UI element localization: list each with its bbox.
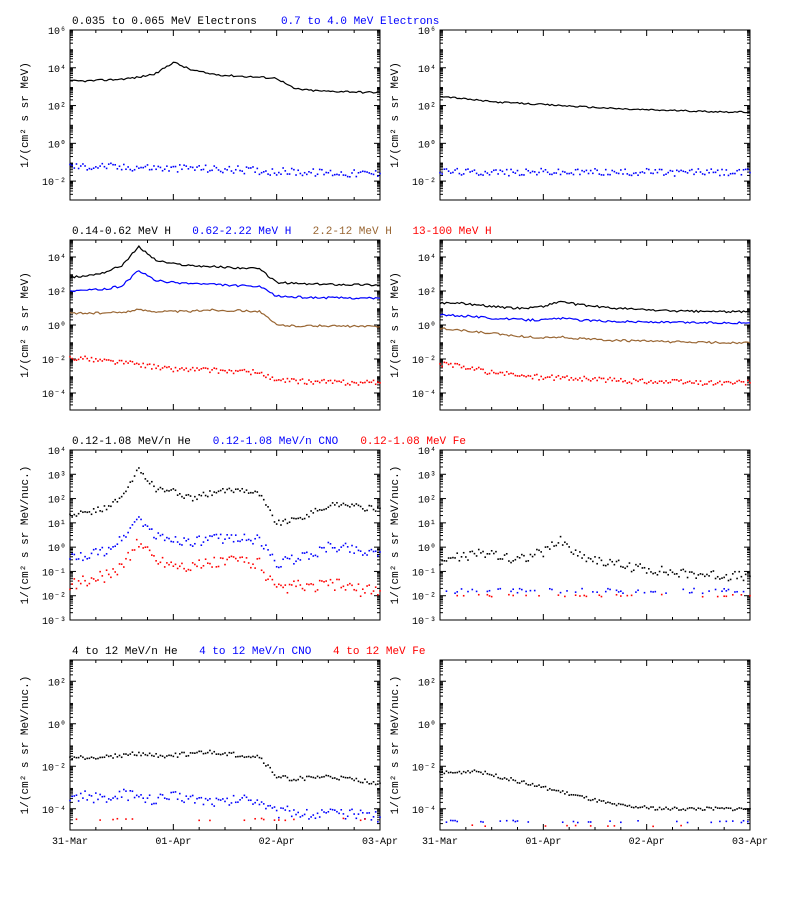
series-title: 0.035 to 0.065 MeV Electrons [72,16,257,28]
y-axis-label: 1/(cm² s sr MeV/nuc.) [20,676,32,815]
chart-svg: 0.035 to 0.065 MeV Electrons 0.7 to 4.0 M… [0,0,800,900]
svg-text:10⁰: 10⁰ [418,720,436,732]
svg-text:10⁻⁴: 10⁻⁴ [42,805,66,817]
y-axis-label: 1/(cm² s sr MeV) [390,272,402,378]
series-title: 0.12-1.08 MeV/n He [72,436,191,448]
svg-text:10²: 10² [418,288,436,299]
svg-text:10⁶: 10⁶ [48,27,66,38]
series-title: 4 to 12 MeV/n He [72,646,178,658]
svg-text:10²: 10² [48,496,66,507]
svg-text:10⁻³: 10⁻³ [412,617,436,628]
chart-wrapper: 0.035 to 0.065 MeV Electrons 0.7 to 4.0 M… [0,0,800,900]
svg-text:10⁻¹: 10⁻¹ [412,568,436,579]
series-title: 0.62-2.22 MeV H [192,226,291,238]
svg-text:10²: 10² [48,103,66,114]
svg-text:10⁻²: 10⁻² [42,178,66,189]
y-axis-label: 1/(cm² s sr MeV) [20,62,32,168]
svg-text:03-Apr: 03-Apr [362,837,398,848]
svg-text:10⁰: 10⁰ [418,321,436,333]
plot-panel: 10⁻³ 10⁻² 10⁻¹ 10⁰ 10¹ 10² 10³ 10⁴ 1/(cm² s sr M… [20,446,381,628]
svg-text:02-Apr: 02-Apr [259,837,295,848]
svg-text:02-Apr: 02-Apr [629,837,665,848]
svg-text:10²: 10² [48,288,66,299]
svg-text:10⁰: 10⁰ [48,139,66,151]
svg-text:10⁻⁴: 10⁻⁴ [412,805,436,817]
svg-text:10³: 10³ [418,471,436,482]
y-axis-label: 1/(cm² s sr MeV/nuc.) [390,676,402,815]
plot-panel: 10⁻³ 10⁻² 10⁻¹ 10⁰ 10¹ 10² 10³ 10⁴ 1/(cm² s sr M… [390,446,751,628]
plot-panel: 10⁻⁴ 10⁻² 10⁰ 10² 10⁴ 1/(cm² s sr MeV) [390,240,751,410]
y-axis-label: 1/(cm² s sr MeV) [20,272,32,378]
series-title: 0.12-1.08 MeV/n CNO [213,436,339,448]
svg-text:10⁻²: 10⁻² [42,763,66,774]
y-axis-label: 1/(cm² s sr MeV) [390,62,402,168]
series-title: 13-100 MeV H [412,226,491,238]
plot-panel: 10⁻⁴ 10⁻² 10⁰ 10² 31-Mar 01-Apr 02-Apr 03-Apr 1/… [390,660,768,848]
svg-text:10¹: 10¹ [418,520,436,531]
svg-text:10⁻¹: 10⁻¹ [42,568,66,579]
svg-text:10⁰: 10⁰ [48,543,66,555]
svg-text:10⁴: 10⁴ [418,64,436,76]
svg-text:10²: 10² [48,678,66,689]
series-title: 4 to 12 MeV Fe [333,646,425,658]
svg-text:10³: 10³ [48,471,66,482]
svg-text:10²: 10² [418,103,436,114]
svg-text:10⁴: 10⁴ [48,446,66,458]
svg-text:01-Apr: 01-Apr [155,837,191,848]
plot-panel: 10⁻⁴ 10⁻² 10⁰ 10² 31-Mar 01-Apr 02-Apr 03-Apr 1/… [20,660,398,848]
svg-text:10⁰: 10⁰ [418,543,436,555]
svg-text:10⁴: 10⁴ [418,253,436,265]
svg-text:03-Apr: 03-Apr [732,837,768,848]
svg-text:10²: 10² [418,496,436,507]
svg-text:10⁻²: 10⁻² [412,763,436,774]
y-axis-label: 1/(cm² s sr MeV/nuc.) [20,466,32,605]
svg-text:31-Mar: 31-Mar [52,837,88,848]
series-title: 0.12-1.08 MeV Fe [360,436,466,448]
svg-text:10⁰: 10⁰ [418,139,436,151]
svg-text:01-Apr: 01-Apr [525,837,561,848]
y-axis-label: 1/(cm² s sr MeV/nuc.) [390,466,402,605]
svg-text:10⁶: 10⁶ [418,27,436,38]
series-title: 0.7 to 4.0 MeV Electrons [281,16,439,28]
svg-text:10⁻³: 10⁻³ [42,617,66,628]
svg-text:10⁻²: 10⁻² [412,593,436,604]
svg-text:10¹: 10¹ [48,520,66,531]
svg-text:10²: 10² [418,678,436,689]
plot-panel: 10⁻² 10⁰ 10² 10⁴ 10⁶ 1/(cm² s sr MeV) [390,27,751,200]
series-title: 4 to 12 MeV/n CNO [199,646,312,658]
svg-text:10⁴: 10⁴ [418,446,436,458]
svg-text:10⁻²: 10⁻² [42,593,66,604]
plot-panel: 10⁻⁴ 10⁻² 10⁰ 10² 10⁴ 1/(cm² s sr MeV) [20,240,381,410]
svg-text:10⁴: 10⁴ [48,64,66,76]
plot-panel: 10⁻² 10⁰ 10² 10⁴ 10⁶ 1/(cm² s sr MeV) [20,27,381,200]
series-title: 2.2-12 MeV H [313,226,392,238]
svg-text:10⁻²: 10⁻² [42,356,66,367]
svg-text:10⁻⁴: 10⁻⁴ [412,389,436,401]
svg-text:10⁴: 10⁴ [48,253,66,265]
svg-text:10⁰: 10⁰ [48,720,66,732]
series-title: 0.14-0.62 MeV H [72,226,171,238]
svg-text:31-Mar: 31-Mar [422,837,458,848]
svg-text:10⁻²: 10⁻² [412,178,436,189]
svg-text:10⁻⁴: 10⁻⁴ [42,389,66,401]
svg-text:10⁻²: 10⁻² [412,356,436,367]
svg-text:10⁰: 10⁰ [48,321,66,333]
